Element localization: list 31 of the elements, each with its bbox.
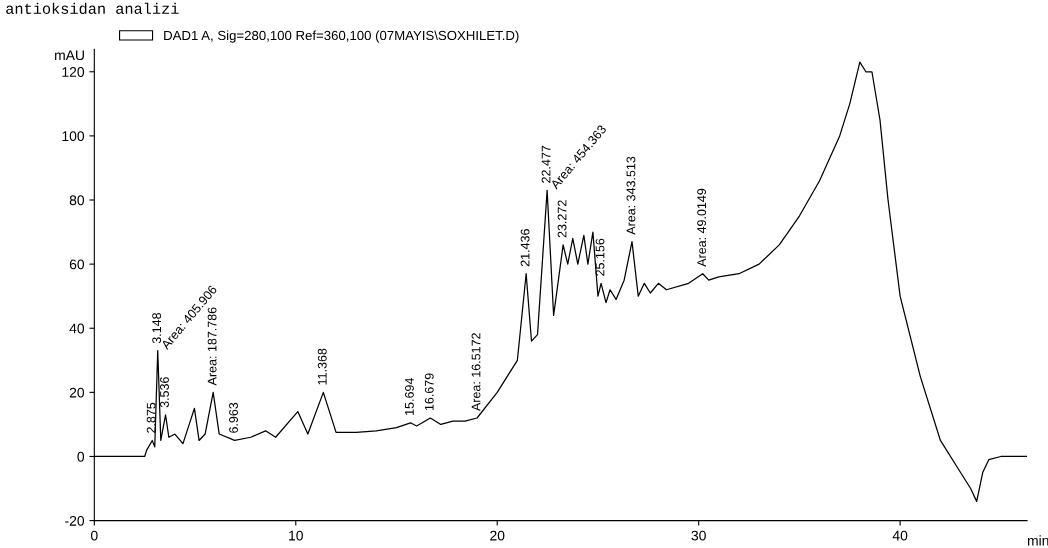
x-tick-label: 40 <box>892 530 908 541</box>
y-tick-label: 0 <box>77 451 85 462</box>
x-tick-label: 0 <box>91 530 98 541</box>
y-tick-label: 40 <box>69 323 85 334</box>
y-tick-label: 120 <box>62 67 85 77</box>
annotation: Area: 49.0149 <box>697 188 707 267</box>
y-tick-label: -20 <box>65 515 85 526</box>
y-tick-label: 100 <box>62 131 85 142</box>
y-axis-title: mAU <box>55 50 84 61</box>
annotation: 25.156 <box>595 238 605 276</box>
annotation: Area: 16.5172 <box>471 333 481 412</box>
annotation: 6.963 <box>229 402 238 433</box>
x-tick-label: 20 <box>490 530 505 541</box>
annotation: 23.272 <box>557 200 567 238</box>
annotation: Area: 343.513 <box>626 156 636 235</box>
chart-title: antioksidan analizi <box>6 2 179 14</box>
y-tick-label: 80 <box>69 195 85 206</box>
annotation: 15.694 <box>404 378 414 415</box>
x-axis-title: min <box>1027 535 1048 546</box>
annotation: 21.436 <box>520 229 530 267</box>
annotation: 2.875 <box>146 402 156 433</box>
x-tick-label: 30 <box>691 530 706 541</box>
y-tick-label: 20 <box>69 387 85 398</box>
y-tick-label: 60 <box>69 259 85 270</box>
legend-label: DAD1 A, Sig=280,100 Ref=360,100 (07MAYIS\SOXHILET.D) <box>164 30 519 43</box>
annotation: 11.368 <box>317 348 327 385</box>
annotation: 3.536 <box>160 377 169 408</box>
annotation: 22.477 <box>541 145 551 183</box>
x-tick-label: 10 <box>289 530 303 541</box>
annotation: 16.679 <box>424 373 434 411</box>
annotation: 3.148 <box>152 313 162 344</box>
